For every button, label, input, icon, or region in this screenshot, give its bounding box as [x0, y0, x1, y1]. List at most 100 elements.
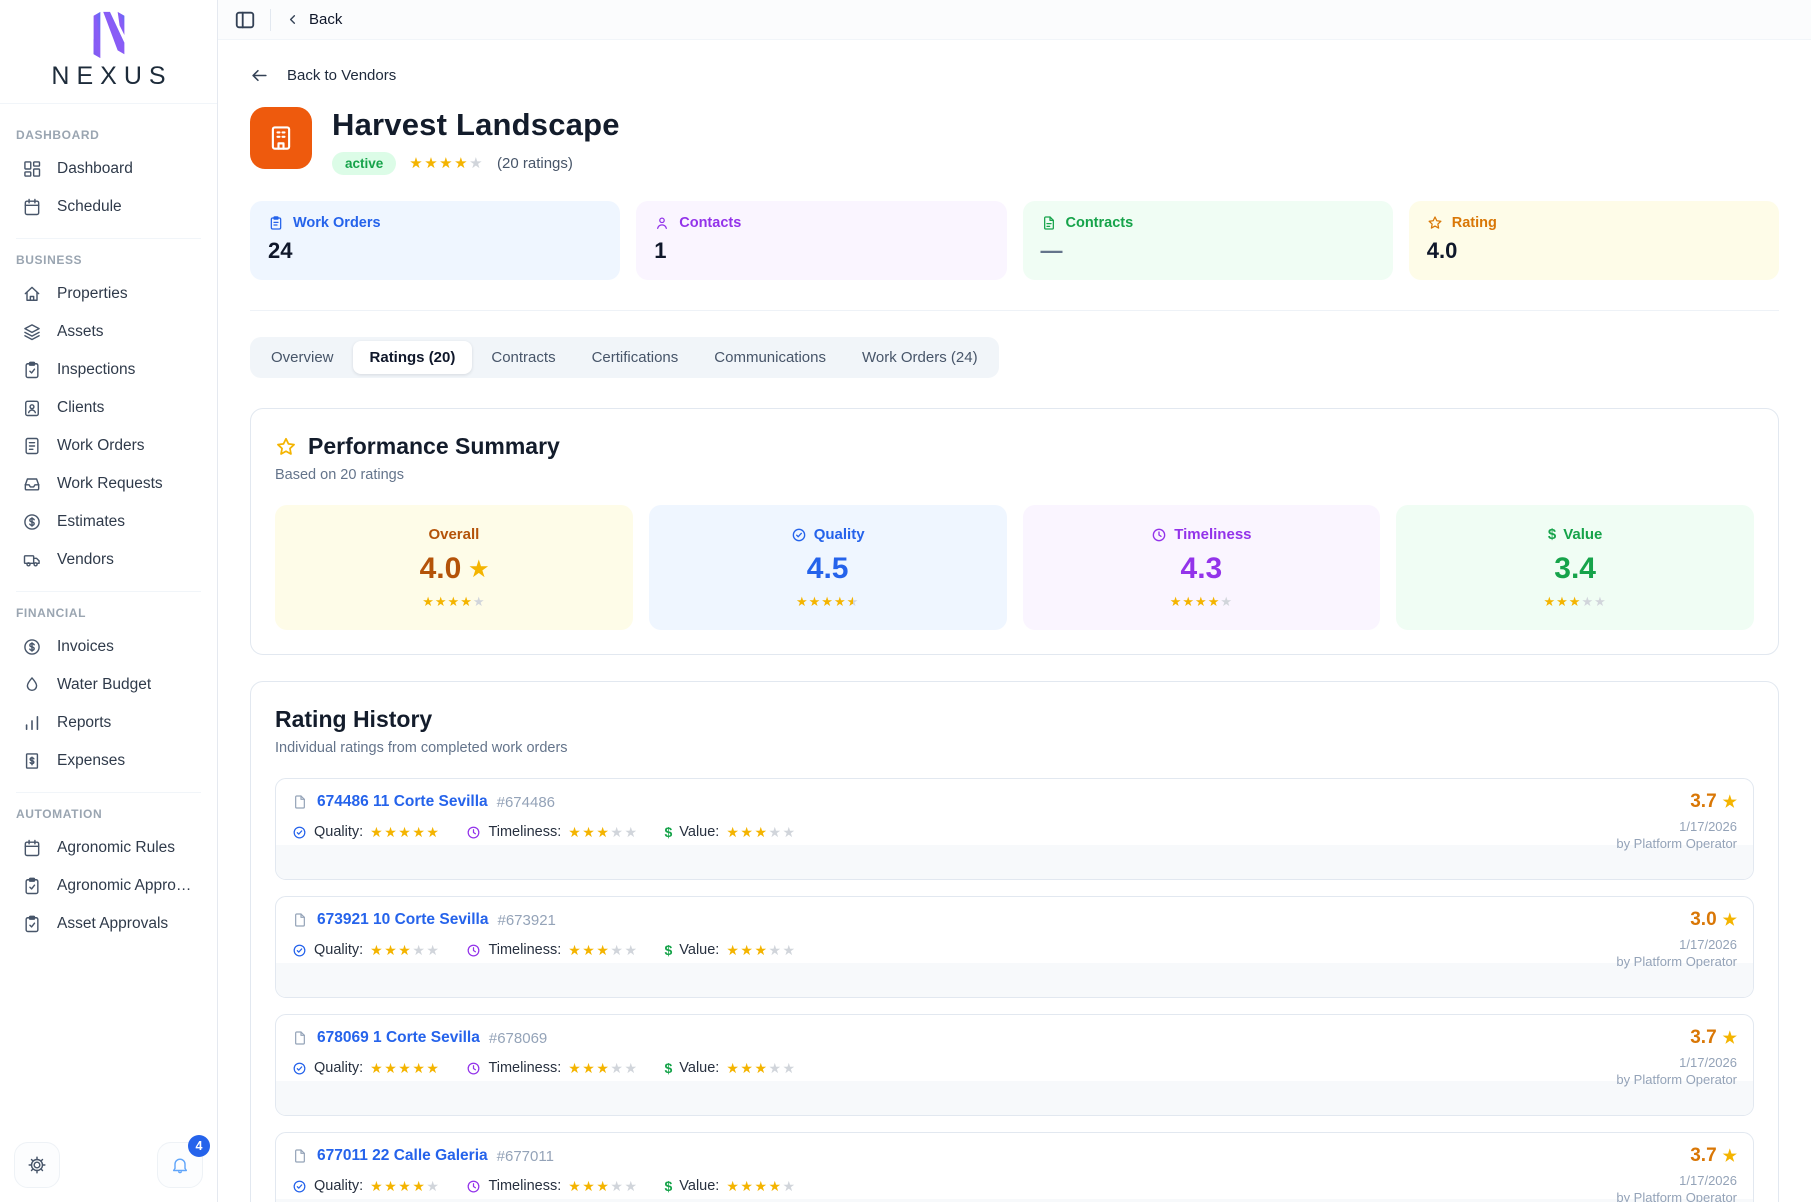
sidebar-item-water-budget[interactable]: Water Budget	[16, 666, 201, 704]
perf-stars: ★★★★★	[291, 594, 617, 610]
file-icon	[295, 1031, 305, 1045]
file-icon	[295, 913, 305, 927]
sidebar-item-label: Work Orders	[57, 437, 145, 454]
sidebar-item-work-requests[interactable]: Work Requests	[16, 465, 201, 503]
back-button[interactable]: Back	[285, 11, 342, 28]
rating-entry-body: 673921 10 Corte Sevilla #673921 Quality:…	[276, 897, 1753, 972]
tab-work-orders[interactable]: Work Orders (24)	[862, 349, 978, 366]
sidebar-item-invoices[interactable]: Invoices	[16, 628, 201, 666]
check-circle-icon	[293, 944, 306, 956]
layers-icon	[24, 324, 40, 341]
rating-author: by Platform Operator	[1616, 954, 1737, 969]
dollar-circle-icon	[24, 514, 40, 530]
notifications-button[interactable]: 4	[157, 1135, 210, 1188]
work-order-ref: #673921	[497, 911, 556, 929]
stars-gold: ★★★★★	[370, 824, 441, 840]
quality-rating-group: Quality: ★★★★★	[292, 1178, 440, 1194]
stars-gray: ★★	[768, 824, 797, 840]
quality-rating-group: Quality: ★★★★★	[292, 824, 440, 840]
work-order-link[interactable]: 673921 10 Corte Sevilla	[317, 911, 489, 928]
gear-icon	[28, 1156, 46, 1174]
sidebar-toggle-button[interactable]	[234, 9, 256, 31]
check-circle-icon	[293, 1180, 306, 1192]
bell-icon	[172, 1158, 188, 1174]
stars-gold: ★★★★	[795, 594, 847, 609]
brand-logo[interactable]: NEXUS	[0, 0, 217, 104]
stat-value: 24	[268, 238, 293, 263]
sidebar-item-properties[interactable]: Properties	[16, 275, 201, 313]
value-label: Value:	[679, 942, 720, 958]
panel-subtitle: Based on 20 ratings	[275, 467, 404, 483]
perf-label: Timeliness	[1174, 526, 1252, 543]
sidebar-item-agronomic-rules[interactable]: Agronomic Rules	[16, 829, 201, 867]
rating-value: 3.7	[1690, 1145, 1717, 1166]
section-business: BUSINESS	[16, 253, 83, 267]
stars-gray: ★	[426, 1178, 441, 1194]
status-badge: active	[332, 152, 397, 175]
tab-overview[interactable]: Overview	[271, 349, 334, 366]
rating-author: by Platform Operator	[1616, 1190, 1737, 1202]
perf-value: 4.3	[1180, 552, 1223, 585]
top-bar: Back	[218, 0, 1811, 40]
overall-rating: 3.7 ★	[1616, 1027, 1737, 1049]
work-order-link[interactable]: 674486 11 Corte Sevilla	[317, 793, 488, 810]
back-to-vendors-link[interactable]: Back to Vendors	[250, 66, 1779, 85]
stars-gray: ★★	[610, 824, 639, 840]
sidebar-item-agronomic-approvals[interactable]: Agronomic Approv...	[16, 867, 201, 905]
stars-gray: ★	[472, 594, 486, 609]
star-half: ★	[846, 594, 860, 609]
sidebar-item-expenses[interactable]: Expenses	[16, 742, 201, 780]
sidebar-item-clients[interactable]: Clients	[16, 389, 201, 427]
sidebar-item-assets[interactable]: Assets	[16, 313, 201, 351]
stars-gold: ★★★★	[422, 594, 473, 609]
id-card-icon	[25, 400, 39, 417]
tab-certifications[interactable]: Certifications	[591, 349, 679, 366]
stat-label-row: Work Orders	[268, 215, 602, 231]
file-icon	[295, 795, 305, 809]
tab-ratings[interactable]: Ratings (20)	[352, 341, 473, 374]
sidebar-item-reports[interactable]: Reports	[16, 704, 201, 742]
quality-rating-group: Quality: ★★★★★	[292, 1060, 440, 1076]
sidebar-item-inspections[interactable]: Inspections	[16, 351, 201, 389]
clock-icon	[468, 1180, 480, 1192]
timeliness-rating-group: Timeliness: ★★★★★	[466, 1060, 638, 1076]
work-order-link[interactable]: 677011 22 Calle Galeria	[317, 1147, 488, 1164]
sidebar-footer: 4	[14, 1135, 210, 1188]
panel-title: Rating History	[275, 706, 433, 732]
building-icon	[271, 126, 291, 150]
sidebar-item-vendors[interactable]: Vendors	[16, 541, 201, 579]
document-lines-icon	[25, 437, 39, 455]
stat-value: —	[1040, 238, 1063, 263]
overall-rating: 3.7 ★	[1616, 1145, 1737, 1167]
work-order-ref: #678069	[488, 1029, 548, 1047]
stat-card-contacts: Contacts 1	[636, 201, 1007, 280]
tab-contracts[interactable]: Contracts	[491, 349, 556, 366]
stars-gold: ★★★	[568, 1178, 611, 1194]
person-icon	[657, 217, 668, 229]
stars-gold: ★★★	[370, 942, 413, 958]
rating-date: 1/17/2026	[1679, 819, 1737, 834]
sidebar-item-work-orders[interactable]: Work Orders	[16, 427, 201, 465]
work-order-link[interactable]: 678069 1 Corte Sevilla	[317, 1029, 480, 1046]
sidebar-item-dashboard[interactable]: Dashboard	[16, 150, 201, 188]
tab-communications[interactable]: Communications	[714, 349, 826, 366]
stat-label: Contracts	[1065, 215, 1134, 231]
stat-card-work-orders: Work Orders 24	[250, 201, 621, 280]
settings-button[interactable]	[14, 1142, 60, 1188]
vendor-header: Harvest Landscape active ★★★★★ (20 ratin…	[250, 107, 1779, 175]
sidebar-item-label: Estimates	[57, 513, 126, 530]
entry-footer-strip	[276, 1081, 1753, 1115]
rating-meta: 3.7 ★ 1/17/2026 by Platform Operator	[1616, 791, 1737, 851]
home-icon	[24, 286, 40, 301]
panel-left-icon	[235, 11, 255, 28]
tab-bar: Overview Ratings (20) Contracts Certific…	[250, 337, 999, 378]
sidebar-item-estimates[interactable]: Estimates	[16, 503, 201, 541]
sidebar-item-schedule[interactable]: Schedule	[16, 188, 201, 226]
perf-value: 4.5	[806, 552, 849, 585]
document-icon	[1043, 216, 1054, 230]
sidebar-item-label: Clients	[57, 399, 105, 416]
sidebar-item-asset-approvals[interactable]: Asset Approvals	[16, 905, 201, 943]
perf-value: 4.0	[419, 552, 462, 585]
section-automation: AUTOMATION	[16, 807, 103, 821]
entry-footer-strip	[276, 1199, 1753, 1202]
